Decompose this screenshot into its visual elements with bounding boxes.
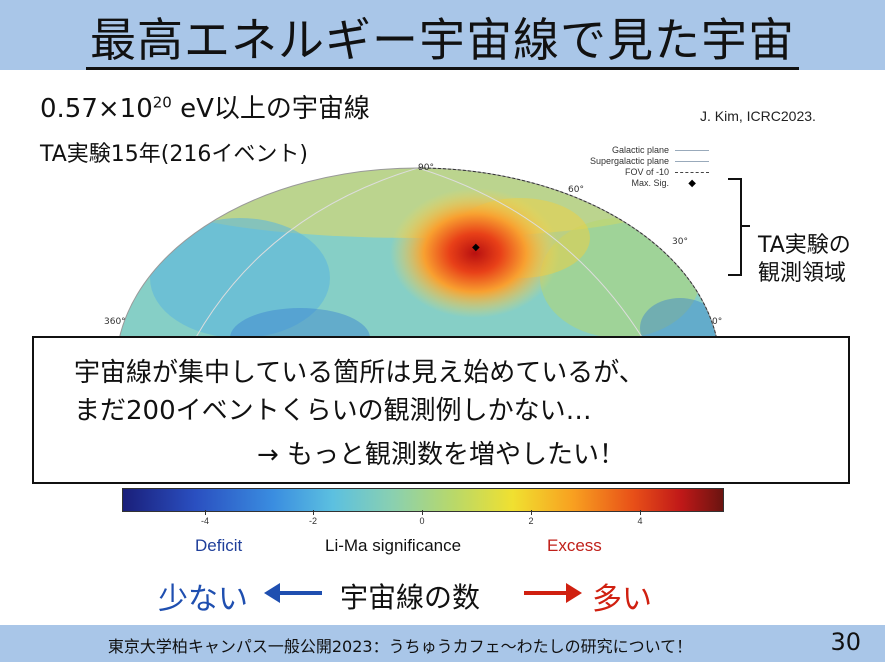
right-arrow-icon: [524, 583, 582, 603]
colorbar-tick-label: -4: [200, 516, 210, 526]
colorbar-tick-label: 2: [528, 516, 534, 526]
lat-label: 0°: [712, 317, 722, 327]
few-label: 少ない: [158, 582, 248, 617]
colorbar: [122, 488, 724, 512]
lat-label: 90°: [418, 163, 434, 173]
map-legend: Galactic plane Supergalactic plane FOV o…: [590, 145, 710, 189]
colorbar-tick: [531, 510, 532, 515]
sky-map: ◆ 90° 60° 30° 0° 360°: [104, 163, 722, 368]
colorbar-tick: [205, 510, 206, 515]
colorbar-tick: [313, 510, 314, 515]
colorbar-tick-label: 4: [637, 516, 643, 526]
footer-text: 東京大学柏キャンパス一般公開2023：うちゅうカフェ〜わたしの研究について！: [107, 637, 693, 656]
colorbar-tick: [640, 510, 641, 515]
page-number: 30: [830, 628, 861, 656]
colorbar-title: Li-Ma significance: [325, 536, 462, 555]
lon-label: 360°: [104, 317, 126, 327]
lat-label: 60°: [568, 185, 584, 195]
excess-label: Excess: [547, 536, 602, 555]
max-sig-marker: ◆: [472, 242, 480, 253]
region-bracket-tick: [740, 225, 750, 227]
deficit-label: Deficit: [195, 536, 243, 555]
colorbar-tick-label: 0: [419, 516, 425, 526]
callout-line: 宇宙線が集中している箇所は見え始めているが、: [74, 358, 645, 388]
region-bracket: [728, 178, 742, 276]
callout-line: まだ200イベントくらいの観測例しかない…: [74, 396, 592, 426]
left-arrow-icon: [264, 583, 322, 603]
slide-title: 最高エネルギー宇宙線で見た宇宙: [0, 4, 885, 70]
experiment-label: TA実験15年(216イベント): [40, 142, 308, 167]
energy-threshold: 0.57×1020 eV以上の宇宙線: [40, 93, 370, 124]
callout-line: → もっと観測数を増やしたい！: [256, 440, 626, 470]
cosmic-ray-count-label: 宇宙線の数: [340, 581, 481, 614]
title-bar: [0, 0, 885, 70]
credit: J. Kim, ICRC2023.: [700, 108, 816, 124]
many-label: 多い: [592, 582, 652, 617]
colorbar-tick-label: -2: [308, 516, 318, 526]
footer-bar: 東京大学柏キャンパス一般公開2023：うちゅうカフェ〜わたしの研究について！ 3…: [0, 625, 885, 662]
observation-region-label: TA実験の 観測領域: [758, 233, 851, 286]
lat-label: 30°: [672, 237, 688, 247]
callout-box: 宇宙線が集中している箇所は見え始めているが、 まだ200イベントくらいの観測例し…: [32, 336, 850, 484]
colorbar-tick: [422, 510, 423, 515]
